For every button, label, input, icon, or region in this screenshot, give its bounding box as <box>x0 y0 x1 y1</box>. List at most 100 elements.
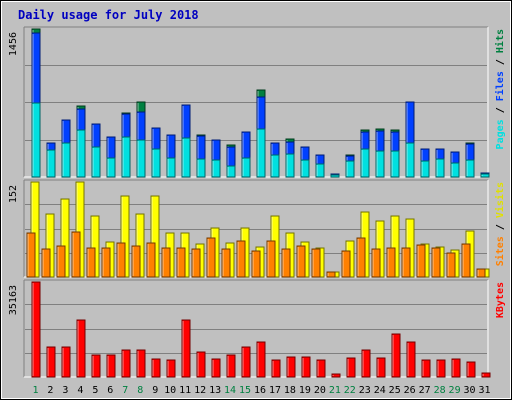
bar-fill <box>391 333 401 378</box>
bar-fill <box>221 248 231 278</box>
bar-fill <box>286 356 296 378</box>
bar-fill <box>101 247 111 278</box>
outer-border-highlight <box>1 1 511 399</box>
bar-sites-day-6 <box>101 247 111 278</box>
bar-fill <box>326 271 336 278</box>
bar-fill <box>361 349 371 378</box>
bar-sites-day-12 <box>191 248 201 278</box>
chart-panels: 1456 Pages / Files / Hits 152 Sites / Visit… <box>8 26 506 378</box>
y-max-label: 152 <box>8 185 19 203</box>
bar-sites-day-16 <box>251 250 261 278</box>
bar-fill <box>166 157 176 178</box>
bar-sites-day-15 <box>236 240 246 278</box>
bar-sites-day-3 <box>56 245 66 278</box>
x-tick-label-day-29: 29 <box>449 385 461 396</box>
bar-fill <box>481 372 491 378</box>
legend-entry: / <box>495 218 506 236</box>
x-tick-label-day-30: 30 <box>464 385 476 396</box>
bar-sites-day-9 <box>146 242 156 278</box>
bar-kbytes-day-16 <box>256 341 266 378</box>
bar-pages-day-23 <box>360 148 370 178</box>
x-tick-label-day-8: 8 <box>137 385 143 396</box>
bar-fill <box>271 359 281 378</box>
panel-legend: KBytes <box>495 282 506 318</box>
bar-fill <box>390 150 400 178</box>
bar-sites-day-24 <box>371 248 381 278</box>
legend-entry: / <box>495 53 506 71</box>
bar-fill <box>86 247 96 278</box>
bar-fill <box>31 281 41 378</box>
bar-sites-day-8 <box>131 245 141 278</box>
legend-entry: / <box>495 101 506 119</box>
x-tick-label-day-27: 27 <box>419 385 431 396</box>
bar-fill <box>121 136 131 178</box>
bar-fill <box>466 361 476 378</box>
bar-pages-day-18 <box>285 153 295 178</box>
bar-kbytes-day-19 <box>301 356 311 378</box>
bar-fill <box>91 146 101 178</box>
x-tick-label-day-10: 10 <box>164 385 176 396</box>
legend-entry: Files <box>494 71 506 101</box>
bar-fill <box>266 240 276 278</box>
y-max-label: 35163 <box>8 285 19 315</box>
bar-fill <box>256 128 266 178</box>
bar-fill <box>311 248 321 278</box>
bar-kbytes-day-29 <box>451 358 461 378</box>
bar-pages-day-19 <box>300 159 310 178</box>
bar-kbytes-day-14 <box>226 354 236 378</box>
x-axis-day-labels: 1 2 3 4 5 6 7 8 9 10 11 12 13 14 15 16 17 18 19 20 21 22 23 24 2… <box>32 385 490 396</box>
panel-hits_files_pages: 1456 Pages / Files / Hits <box>8 26 506 178</box>
bar-fill <box>341 250 351 278</box>
bar-fill <box>196 158 206 178</box>
x-tick-label-day-18: 18 <box>284 385 296 396</box>
bar-fill <box>26 232 36 278</box>
legend-entry: Sites <box>494 236 506 266</box>
bar-pages-day-12 <box>196 158 206 178</box>
x-tick-label-day-3: 3 <box>62 385 68 396</box>
legend-entry: Hits <box>494 29 506 53</box>
bar-fill <box>196 351 206 378</box>
bar-sites-day-22 <box>341 250 351 278</box>
bar-kbytes-day-8 <box>136 349 146 378</box>
bar-fill <box>330 174 340 178</box>
bar-kbytes-day-4 <box>76 319 86 378</box>
bar-fill <box>301 356 311 378</box>
x-tick-label-day-7: 7 <box>122 385 128 396</box>
bar-fill <box>76 319 86 378</box>
bar-kbytes-day-7 <box>121 349 131 378</box>
bar-fill <box>211 159 221 178</box>
bar-kbytes-day-13 <box>211 358 221 378</box>
bar-pages-day-27 <box>420 160 430 178</box>
bar-kbytes-day-30 <box>466 361 476 378</box>
x-tick-label-day-4: 4 <box>77 385 83 396</box>
bar-fill <box>211 358 221 378</box>
bar-sites-day-28 <box>431 247 441 278</box>
bar-fill <box>226 165 236 178</box>
bar-fill <box>46 346 56 378</box>
bar-fill <box>431 247 441 278</box>
x-tick-label-day-5: 5 <box>92 385 98 396</box>
bar-sites-day-30 <box>461 243 471 278</box>
bar-fill <box>476 268 486 278</box>
bar-pages-day-10 <box>166 157 176 178</box>
bar-kbytes-day-17 <box>271 359 281 378</box>
x-tick-label-day-20: 20 <box>314 385 326 396</box>
bar-fill <box>236 240 246 278</box>
bar-fill <box>151 148 161 178</box>
legend-entry: Visits <box>494 182 506 218</box>
x-tick-label-day-22: 22 <box>344 385 356 396</box>
bar-pages-day-28 <box>435 158 445 178</box>
chart-title: Daily usage for July 2018 <box>18 8 199 22</box>
bar-kbytes-day-2 <box>46 346 56 378</box>
bar-fill <box>176 247 186 278</box>
bar-pages-day-15 <box>241 157 251 178</box>
bar-fill <box>285 153 295 178</box>
x-tick-label-day-14: 14 <box>224 385 236 396</box>
bar-fill <box>121 349 131 378</box>
bar-fill <box>181 137 191 178</box>
bar-fill <box>461 243 471 278</box>
bar-pages-day-30 <box>465 159 475 178</box>
x-tick-label-day-9: 9 <box>152 385 158 396</box>
bar-kbytes-day-6 <box>106 354 116 378</box>
bar-fill <box>315 163 325 178</box>
